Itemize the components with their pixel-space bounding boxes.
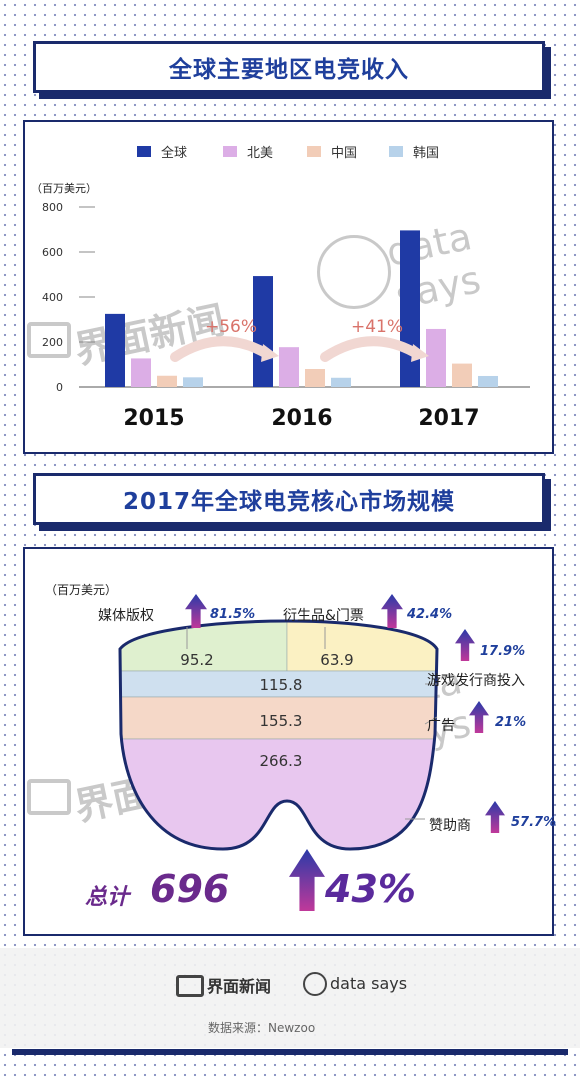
segment-value-2: 115.8	[260, 676, 303, 694]
footer-bg	[0, 948, 580, 1048]
total-label: 总计	[85, 885, 130, 910]
bar-chart-svg: 800 600 400 200 0 2015 2016 2017 +56% +41%	[42, 201, 530, 431]
bar-2015-3	[183, 377, 203, 387]
bar-2016-3	[331, 377, 351, 387]
category-label-2015: 2015	[123, 406, 184, 431]
ytick-label: 200	[42, 336, 63, 349]
bar-2015-2	[157, 375, 177, 387]
segment-name-sponsor: 赞助商	[429, 818, 471, 834]
segment-name-publisher: 游戏发行商投入	[427, 673, 525, 689]
bar-2017-1	[426, 328, 446, 387]
up-arrow-icon	[455, 629, 475, 661]
market-panel: 界面新闻 data says （百万美元） 95.263.9115.8155.3…	[23, 547, 557, 936]
segment-band-2	[120, 670, 437, 698]
up-arrow-icon	[289, 849, 325, 911]
bar-2015-1	[131, 358, 151, 387]
gamepad-outline	[118, 619, 439, 851]
segment-value-0: 95.2	[180, 651, 213, 669]
category-label-2017: 2017	[418, 406, 479, 431]
up-arrow-icon	[485, 801, 505, 833]
growth-annotation: +41%	[351, 317, 403, 337]
unit-label: （百万美元）	[31, 182, 97, 195]
bar-2015-0	[105, 313, 125, 387]
leader-line-3	[424, 716, 438, 725]
legend-label-na: 北美	[247, 146, 274, 161]
legend-item-china: 中国	[307, 142, 357, 161]
segment-band-3	[120, 696, 437, 740]
ytick-label: 400	[42, 291, 63, 304]
up-arrow-icon	[381, 594, 403, 628]
footer-brand-jiemian: 界面新闻	[207, 977, 272, 996]
bar-2017-3	[478, 375, 498, 387]
footer-bar	[12, 1049, 568, 1055]
bottom-title: 2017年全球电竞核心市场规模	[33, 473, 545, 525]
segment-growth-ads: 21%	[495, 715, 527, 730]
growth-arrowhead	[261, 344, 279, 362]
bar-2016-2	[305, 369, 325, 387]
bar-2017-2	[452, 363, 472, 387]
footer-source: 数据来源：Newzoo	[208, 1021, 316, 1035]
total-value: 696	[150, 867, 230, 911]
growth-arrowhead	[411, 344, 429, 362]
unit-label-2: （百万美元）	[45, 583, 118, 597]
watermark-datasays-icon	[317, 235, 391, 309]
ytick-label: 0	[56, 381, 63, 394]
legend-label-korea: 韩国	[413, 146, 440, 161]
segment-growth-media: 81.5%	[210, 607, 256, 622]
segment-value-1: 63.9	[320, 651, 353, 669]
watermark-logo-icon	[27, 322, 71, 358]
segment-name-merch: 衍生品&门票	[283, 608, 364, 624]
legend-item-global: 全球	[137, 142, 187, 161]
growth-annotation: +56%	[205, 317, 257, 337]
ytick-label: 600	[42, 246, 63, 259]
bar-2016-1	[279, 347, 299, 387]
legend-swatch-china	[307, 146, 321, 157]
up-arrow-icon	[469, 701, 489, 733]
legend-label-global: 全球	[161, 146, 188, 161]
legend-item-na: 北美	[223, 142, 273, 161]
watermark-logo-icon-2	[27, 779, 71, 815]
total-growth: 43%	[325, 867, 416, 911]
bar-2017-0	[400, 230, 420, 387]
top-title: 全球主要地区电竞收入	[33, 41, 545, 93]
category-label-2016: 2016	[271, 406, 332, 431]
segment-growth-merch: 42.4%	[407, 607, 453, 622]
segment-name-media: 媒体版权	[98, 608, 154, 624]
segment-growth-sponsor: 57.7%	[511, 815, 557, 830]
legend-label-china: 中国	[331, 146, 358, 161]
legend-swatch-korea	[389, 146, 403, 157]
legend-swatch-na	[223, 146, 237, 157]
footer-brand-datasays: data says	[330, 974, 408, 993]
segment-value-4: 266.3	[260, 752, 303, 770]
legend-item-korea: 韩国	[389, 142, 439, 161]
legend-swatch-global	[137, 146, 151, 157]
datasays-logo-icon	[303, 972, 327, 996]
segment-name-ads: 广告	[427, 718, 455, 734]
ytick-label: 800	[42, 201, 63, 214]
up-arrow-icon	[185, 594, 207, 628]
jiemian-logo-icon	[176, 975, 204, 997]
growth-arc	[170, 336, 272, 362]
segment-value-3: 155.3	[260, 712, 303, 730]
segment-growth-publisher: 17.9%	[480, 644, 526, 659]
growth-arc	[320, 336, 422, 362]
bar-chart-panel: 界面新闻 data says 全球 北美 中国 韩国 （百万美元） 800 600…	[23, 120, 554, 454]
gamepad-chart-svg: 95.2 63.9 115.8 155.3 266.3	[118, 594, 505, 911]
